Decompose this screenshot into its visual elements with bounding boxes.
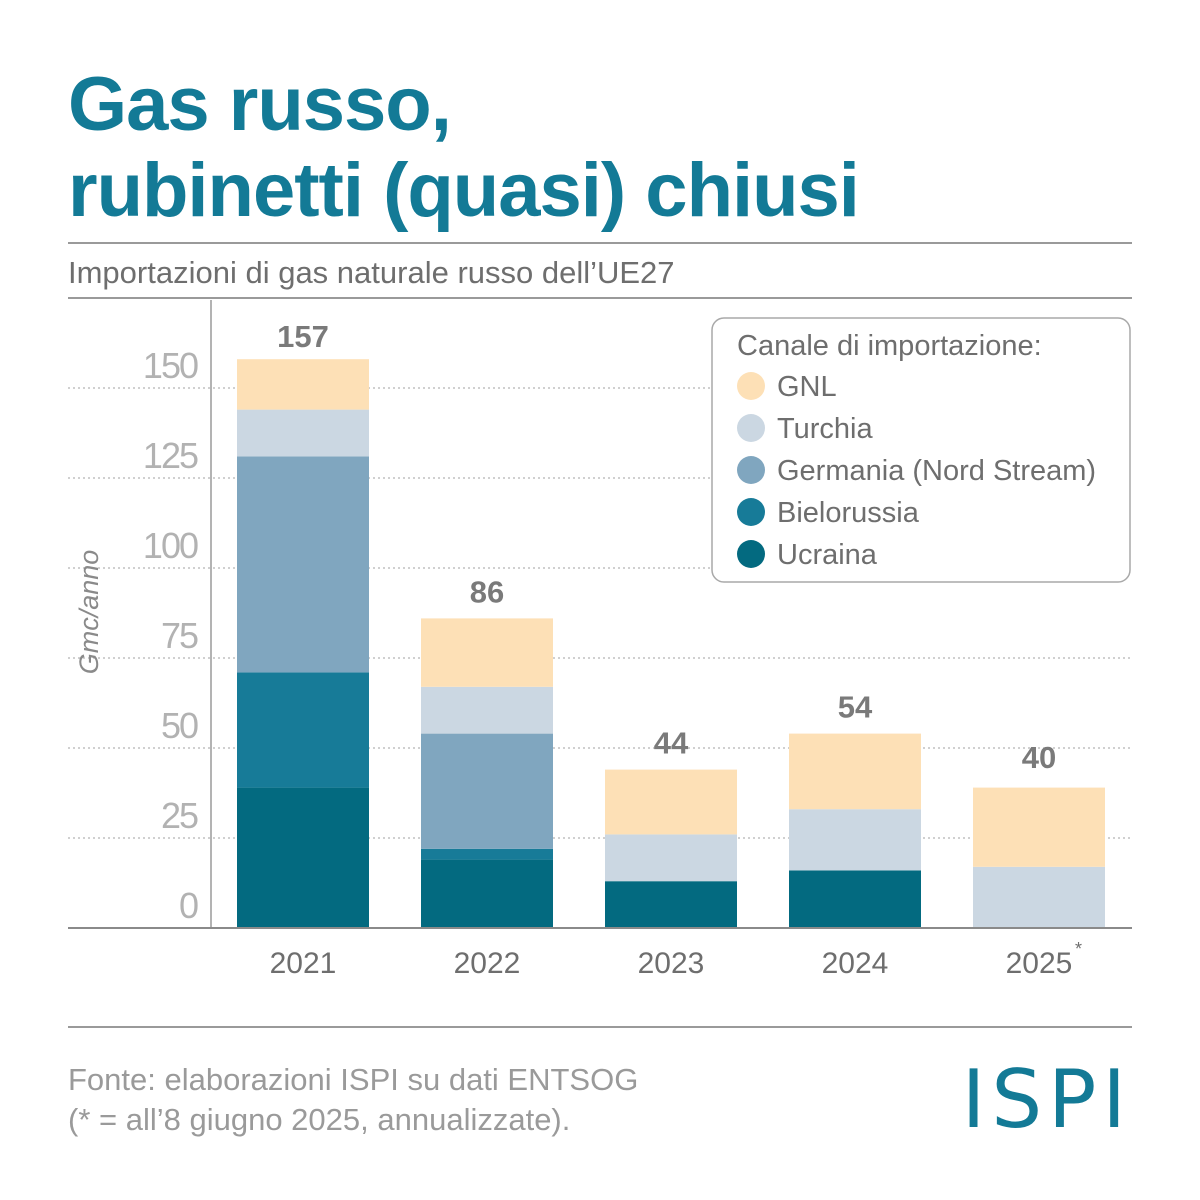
legend-entry: Ucraina	[777, 539, 878, 571]
bar-total-label: 86	[470, 574, 504, 609]
y-tick-label: 125	[143, 435, 198, 476]
source-line-1: Fonte: elaborazioni ISPI su dati ENTSOG	[68, 1062, 639, 1097]
y-tick-label: 0	[179, 885, 198, 926]
bar-total-label: 157	[277, 319, 329, 354]
bar-segment-ucraina	[421, 859, 553, 928]
title-line-2: rubinetti (quasi) chiusi	[68, 148, 860, 233]
bar-segment-germania	[421, 733, 553, 849]
bar-segment-germania	[237, 456, 369, 673]
x-tick-label: 2025	[1006, 947, 1073, 980]
chart-title: Gas russo, rubinetti (quasi) chiusi	[68, 62, 1148, 234]
bar-total-label: 40	[1022, 740, 1056, 775]
title-line-1: Gas russo,	[68, 62, 452, 147]
source-line-2: (* = all’8 giugno 2025, annualizzate).	[68, 1102, 571, 1137]
legend-entry: GNL	[777, 371, 837, 403]
bar-segment-turchia	[973, 866, 1105, 928]
ispi-logo: ISPI	[961, 1053, 1132, 1146]
y-tick-label: 50	[161, 705, 198, 746]
y-tick-label: 25	[161, 795, 198, 836]
legend-swatch	[737, 456, 765, 484]
legend-entry: Turchia	[777, 413, 873, 445]
y-tick-label: 150	[143, 345, 198, 386]
legend-entry: Bielorussia	[777, 497, 920, 529]
x-tick-label: 2021	[270, 947, 337, 980]
chart-subtitle: Importazioni di gas naturale russo dell’…	[68, 255, 675, 290]
bar-segment-bielorussia	[237, 672, 369, 788]
legend-swatch	[737, 414, 765, 442]
legend-entry: Germania (Nord Stream)	[777, 455, 1096, 487]
x-tick-label: 2024	[822, 947, 889, 980]
bar-segment-gnl	[789, 733, 921, 810]
bar-segment-gnl	[973, 787, 1105, 867]
bar-segment-gnl	[237, 359, 369, 410]
y-tick-label: 75	[161, 615, 198, 656]
bar-segment-gnl	[605, 769, 737, 835]
stacked-bar-chart: 0 25 50 75 100 125 150 Gmc/anno 157 2021 86 2022 44 2…	[68, 300, 1132, 980]
legend-title: Canale di importazione:	[737, 330, 1042, 362]
bar-segment-ucraina	[605, 881, 737, 928]
bottom-divider	[68, 1026, 1132, 1028]
bar-total-label: 54	[838, 690, 873, 725]
subtitle-divider	[68, 297, 1132, 299]
x-tick-label: 2022	[454, 947, 521, 980]
bar-segment-turchia	[421, 686, 553, 734]
y-axis-label: Gmc/anno	[74, 550, 104, 675]
legend-swatch	[737, 540, 765, 568]
bar-segment-ucraina	[237, 787, 369, 928]
top-divider	[68, 242, 1132, 244]
source-note: Fonte: elaborazioni ISPI su dati ENTSOG …	[68, 1060, 638, 1140]
bar-total-label: 44	[654, 726, 689, 761]
x-tick-label: 2023	[638, 947, 705, 980]
y-tick-label: 100	[143, 525, 198, 566]
legend-box	[711, 317, 1131, 583]
legend-swatch	[737, 372, 765, 400]
bar-segment-turchia	[237, 409, 369, 457]
legend-swatch	[737, 498, 765, 526]
bar-segment-bielorussia	[421, 848, 553, 860]
bar-segment-turchia	[605, 834, 737, 882]
bar-segment-gnl	[421, 618, 553, 687]
bar-segment-ucraina	[789, 870, 921, 928]
x-tick-footnote-mark: *	[1075, 939, 1082, 959]
bar-segment-turchia	[789, 809, 921, 871]
